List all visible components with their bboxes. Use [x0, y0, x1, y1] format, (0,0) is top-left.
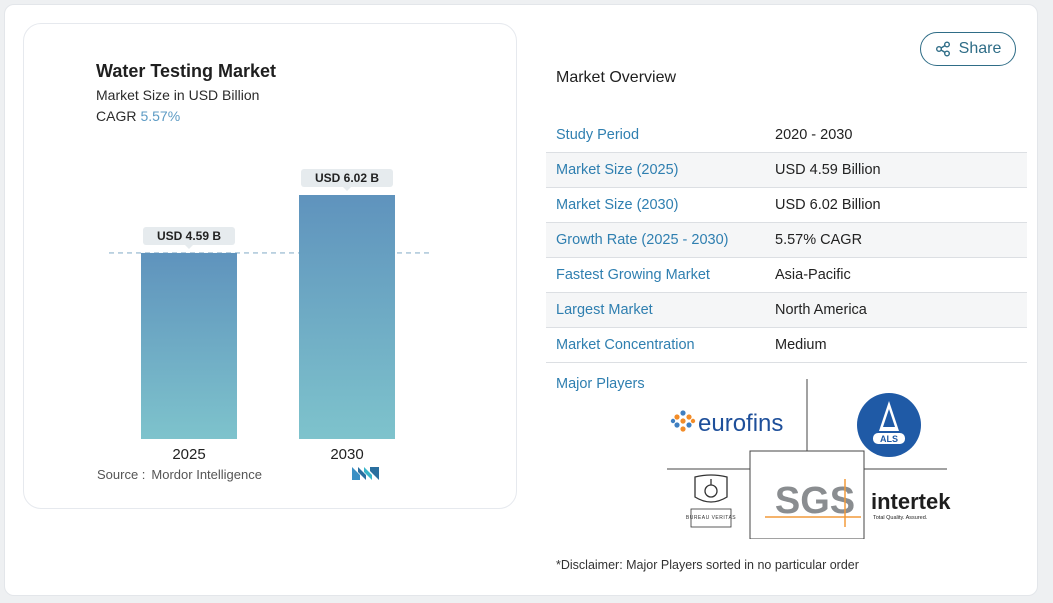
disclaimer: *Disclaimer: Major Players sorted in no …: [556, 558, 859, 572]
overview-row: Fastest Growing Market Asia-Pacific: [546, 258, 1027, 293]
eurofins-logo: eurofins: [670, 410, 783, 437]
overview-row-label: Growth Rate (2025 - 2030): [556, 232, 729, 248]
overview-row-value: Medium: [775, 337, 827, 353]
overview-row-value: 5.57% CAGR: [775, 232, 863, 248]
intertek-tagline: Total Quality. Assured.: [873, 515, 928, 521]
overview-row-value: 2020 - 2030: [775, 127, 853, 143]
overview-row: Market Size (2025) USD 4.59 Billion: [546, 153, 1027, 188]
bar-2025: [141, 252, 237, 439]
data-label: USD 4.59 B: [157, 229, 221, 243]
chart-source: Source : Mordor Intelligence: [97, 467, 262, 482]
source-label: Source :: [97, 467, 146, 482]
major-players-logos: eurofins ALS BUREAU VERITAS SGS intertek: [667, 379, 951, 539]
share-button[interactable]: Share: [920, 32, 1016, 66]
overview-row: Study Period 2020 - 2030: [546, 118, 1027, 153]
chart-subtitle: Market Size in USD Billion: [96, 87, 260, 103]
bureau-veritas-logo: BUREAU VERITAS: [686, 474, 736, 528]
source-value: Mordor Intelligence: [151, 467, 262, 482]
sgs-logo: SGS: [765, 479, 861, 527]
overview-row: Market Size (2030) USD 6.02 Billion: [546, 188, 1027, 223]
chart-title: Water Testing Market: [96, 61, 277, 81]
share-icon: [935, 41, 950, 57]
intertek-logo: intertek Total Quality. Assured.: [871, 489, 951, 521]
bar-chart: USD 4.59 B 2025 USD 6.02 B 2030: [109, 169, 431, 463]
sgs-wordmark: SGS: [775, 480, 855, 522]
data-label: USD 6.02 B: [315, 171, 379, 185]
overview-row-label: Market Size (2025): [556, 162, 679, 178]
overview-row-label: Largest Market: [556, 302, 653, 318]
overview-row: Growth Rate (2025 - 2030) 5.57% CAGR: [546, 223, 1027, 258]
overview-row-value: USD 6.02 Billion: [775, 197, 881, 213]
overview-row-label: Study Period: [556, 127, 640, 143]
data-label-pointer: [185, 244, 193, 249]
bureau-veritas-wordmark: BUREAU VERITAS: [686, 515, 736, 521]
bar-2030: [299, 195, 395, 439]
overview-row: Market Concentration Medium: [546, 328, 1027, 363]
market-overview-table: Study Period 2020 - 2030 Market Size (2025…: [546, 118, 1027, 363]
overview-row-label: Fastest Growing Market: [556, 267, 710, 283]
x-tick-label: 2025: [172, 446, 205, 463]
mordor-intelligence-logo: [352, 467, 379, 480]
cagr-value: 5.57%: [140, 108, 181, 124]
market-snapshot-panel: Water Testing Market Market Size in USD …: [4, 4, 1038, 596]
data-label-box: [301, 169, 393, 187]
chart-card: [23, 23, 517, 509]
market-overview-title: Market Overview: [556, 69, 677, 86]
chart-cagr: CAGR 5.57%: [96, 108, 180, 124]
overview-row-value: Asia-Pacific: [775, 267, 851, 283]
x-tick-label: 2030: [330, 446, 363, 463]
als-wordmark: ALS: [880, 434, 898, 444]
cagr-label: CAGR: [96, 108, 137, 124]
overview-row-value: North America: [775, 302, 867, 318]
overview-row-value: USD 4.59 Billion: [775, 162, 881, 178]
overview-row: Largest Market North America: [546, 293, 1027, 328]
als-logo: ALS: [857, 393, 921, 457]
overview-row-label: Market Concentration: [556, 337, 695, 353]
share-label: Share: [958, 40, 1002, 57]
major-players-label: Major Players: [556, 376, 645, 392]
data-label-box: [143, 226, 235, 245]
data-label-pointer: [343, 187, 351, 191]
eurofins-wordmark: eurofins: [698, 410, 783, 437]
overview-row-label: Market Size (2030): [556, 197, 679, 213]
intertek-wordmark: intertek: [871, 489, 951, 514]
